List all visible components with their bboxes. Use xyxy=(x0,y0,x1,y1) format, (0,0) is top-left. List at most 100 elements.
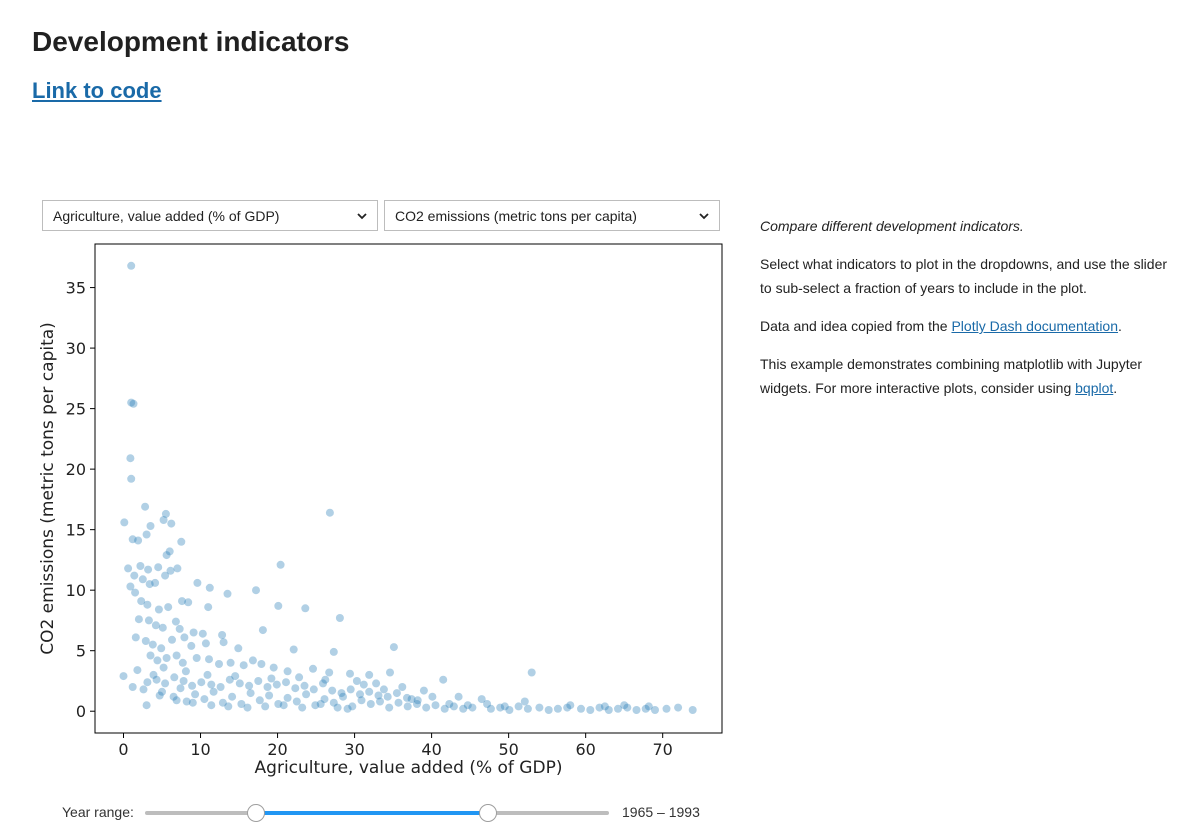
data-point-132 xyxy=(237,700,246,708)
data-point-76 xyxy=(215,660,223,668)
data-point-192 xyxy=(243,703,252,712)
data-point-194 xyxy=(207,701,216,710)
data-point-142 xyxy=(329,698,338,707)
data-point-38 xyxy=(154,605,163,614)
data-point-109 xyxy=(319,679,327,688)
data-point-122 xyxy=(142,701,151,710)
data-point-8 xyxy=(159,516,168,524)
chevron-down-icon xyxy=(699,212,709,219)
scatter-plot: 0 10 20 30 40 50 60 70 0 5 10 15 20 25 30 35 Agricultu… xyxy=(38,243,723,778)
data-point-51 xyxy=(175,624,184,633)
data-point-182 xyxy=(428,692,437,701)
data-point-64 xyxy=(219,638,228,647)
data-point-48 xyxy=(151,621,160,630)
data-point-70 xyxy=(153,656,162,665)
data-point-61 xyxy=(180,633,189,642)
data-point-0 xyxy=(127,261,136,270)
data-source-prefix: Data and idea copied from the xyxy=(760,318,952,334)
data-point-119 xyxy=(413,696,422,705)
data-point-88 xyxy=(439,675,448,684)
example-note-suffix: . xyxy=(1113,380,1118,396)
y-tick-label: 5 xyxy=(76,642,86,661)
data-point-42 xyxy=(204,603,213,612)
data-point-203 xyxy=(203,670,212,679)
year-range-slider[interactable] xyxy=(145,804,609,822)
y-tick-label: 30 xyxy=(66,339,86,358)
data-point-134 xyxy=(255,696,264,705)
data-point-94 xyxy=(179,677,188,685)
data-point-32 xyxy=(193,578,202,587)
data-point-3 xyxy=(126,454,135,463)
data-point-218 xyxy=(644,702,653,711)
data-point-135 xyxy=(265,691,274,700)
data-point-28 xyxy=(145,580,154,589)
data-point-31 xyxy=(151,578,160,587)
data-point-68 xyxy=(389,643,398,652)
data-point-103 xyxy=(263,683,272,691)
chevron-down-icon xyxy=(357,212,367,219)
data-point-168 xyxy=(577,704,585,713)
data-point-33 xyxy=(205,583,214,592)
data-point-53 xyxy=(198,629,207,638)
data-point-186 xyxy=(343,704,352,713)
data-point-181 xyxy=(463,701,472,710)
data-point-189 xyxy=(298,703,307,712)
data-point-35 xyxy=(252,586,260,595)
link-to-code[interactable]: Link to code xyxy=(32,78,162,103)
data-point-167 xyxy=(563,703,572,712)
data-point-213 xyxy=(483,700,492,708)
data-point-16 xyxy=(162,551,171,560)
year-start-handle[interactable] xyxy=(247,804,266,822)
data-point-207 xyxy=(321,675,330,684)
data-point-27 xyxy=(138,575,147,584)
plotly-dash-docs-link[interactable]: Plotly Dash documentation xyxy=(951,318,1119,334)
data-point-25 xyxy=(173,564,182,573)
data-point-110 xyxy=(328,686,337,695)
data-point-112 xyxy=(346,685,355,694)
data-point-219 xyxy=(674,703,683,712)
data-point-89 xyxy=(527,668,536,677)
data-point-173 xyxy=(623,703,632,712)
data-point-154 xyxy=(440,704,449,713)
data-point-127 xyxy=(191,690,200,699)
data-point-161 xyxy=(505,706,514,714)
y-tick-label: 25 xyxy=(66,400,86,419)
data-point-171 xyxy=(604,706,613,714)
x-tick-label: 30 xyxy=(344,740,364,759)
data-point-211 xyxy=(419,686,428,695)
data-point-202 xyxy=(181,667,190,676)
data-point-90 xyxy=(143,678,152,687)
data-point-106 xyxy=(291,684,300,693)
x-indicator-dropdown[interactable]: Agriculture, value added (% of GDP) xyxy=(42,200,378,231)
data-point-176 xyxy=(651,706,659,714)
data-point-114 xyxy=(365,687,374,696)
data-point-206 xyxy=(295,673,304,682)
data-point-118 xyxy=(403,693,411,702)
data-point-6 xyxy=(141,502,150,511)
data-point-123 xyxy=(158,687,166,696)
data-point-1 xyxy=(127,398,136,407)
data-point-92 xyxy=(161,679,170,688)
data-point-14 xyxy=(177,537,186,546)
data-point-105 xyxy=(282,678,290,687)
x-tick-label: 0 xyxy=(118,740,128,759)
data-point-174 xyxy=(632,706,641,714)
x-tick-label: 50 xyxy=(498,740,518,759)
year-end-handle[interactable] xyxy=(479,804,498,822)
data-point-201 xyxy=(159,663,168,672)
y-indicator-value: CO2 emissions (metric tons per capita) xyxy=(395,207,637,224)
data-point-184 xyxy=(379,685,388,694)
data-point-190 xyxy=(279,701,288,710)
data-point-52 xyxy=(189,628,198,637)
data-point-96 xyxy=(197,678,206,687)
data-point-36 xyxy=(137,597,146,606)
plot-frame xyxy=(94,243,723,734)
bqplot-link[interactable]: bqplot xyxy=(1075,380,1114,396)
data-point-115 xyxy=(374,691,383,700)
data-point-60 xyxy=(168,635,176,644)
y-indicator-dropdown[interactable]: CO2 emissions (metric tons per capita) xyxy=(384,200,720,231)
data-point-37 xyxy=(143,600,152,609)
data-point-138 xyxy=(292,697,301,706)
data-point-55 xyxy=(258,626,267,635)
y-tick-label: 0 xyxy=(76,702,86,721)
